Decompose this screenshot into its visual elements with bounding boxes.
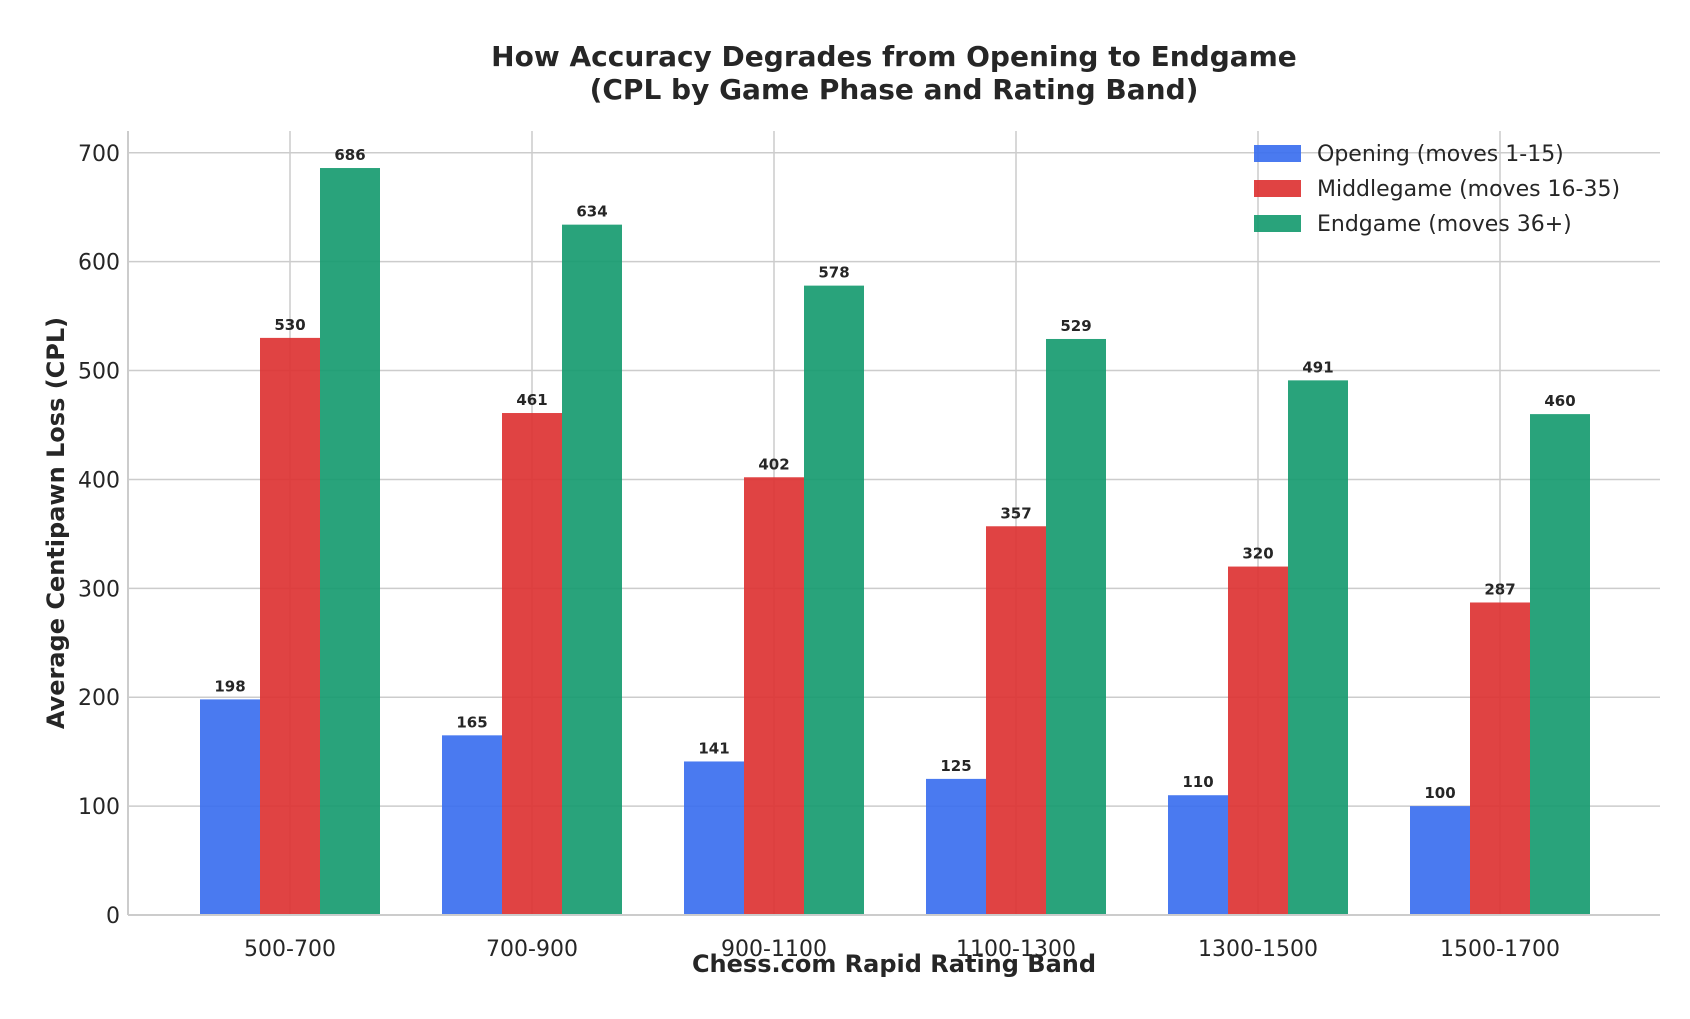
- bar: [1046, 338, 1106, 915]
- bar: [926, 778, 986, 915]
- bar: [1530, 414, 1590, 915]
- y-tick-label: 700: [78, 142, 120, 167]
- bar: [442, 735, 502, 915]
- bar-value-label: 100: [1424, 784, 1455, 802]
- legend-entry: Endgame (moves 36+): [1317, 212, 1572, 237]
- legend-swatch: [1254, 180, 1301, 197]
- bar: [200, 699, 260, 915]
- labels-layer: 0 100 200 300 400 500 600 700 500-700 700-900 900-…: [78, 142, 1576, 962]
- bar-value-label: 141: [698, 739, 729, 757]
- y-tick-label: 500: [78, 360, 120, 385]
- bar-value-label: 529: [1060, 317, 1091, 335]
- bar: [986, 526, 1046, 915]
- y-tick-label: 200: [78, 686, 120, 711]
- y-tick-label: 400: [78, 468, 120, 493]
- bars-layer: [200, 168, 1590, 916]
- chart-subtitle: (CPL by Game Phase and Rating Band): [590, 73, 1199, 106]
- bar: [804, 285, 864, 916]
- bar-value-label: 320: [1242, 545, 1273, 563]
- bar: [502, 413, 562, 915]
- chart-title: How Accuracy Degrades from Opening to En…: [491, 40, 1297, 73]
- x-tick-label: 1100-1300: [956, 937, 1076, 962]
- bar-value-label: 530: [274, 316, 305, 334]
- y-tick-label: 300: [78, 577, 120, 602]
- x-axis-label: Chess.com Rapid Rating Band: [692, 950, 1096, 978]
- bar: [562, 224, 622, 916]
- bar-value-label: 110: [1182, 773, 1213, 791]
- y-tick-label: 100: [78, 795, 120, 820]
- bar-value-label: 402: [758, 455, 789, 473]
- legend: Opening (moves 1-15) Middlegame (moves 16…: [1254, 142, 1620, 237]
- y-tick-label: 600: [78, 251, 120, 276]
- bar: [1410, 806, 1470, 915]
- x-tick-label: 900-1100: [721, 937, 827, 962]
- bar: [320, 168, 380, 915]
- y-tick-label: 0: [106, 904, 120, 929]
- bar-value-label: 460: [1544, 392, 1575, 410]
- bar-value-label: 578: [818, 264, 849, 282]
- bar: [260, 337, 320, 915]
- axes-layer: [127, 131, 1660, 916]
- y-axis-label: Average Centipawn Loss (CPL): [42, 317, 70, 729]
- bar-value-label: 198: [214, 677, 245, 695]
- legend-entry: Opening (moves 1-15): [1317, 142, 1564, 167]
- bar: [684, 761, 744, 915]
- legend-swatch: [1254, 215, 1301, 232]
- bar: [1288, 380, 1348, 915]
- bar: [1228, 566, 1288, 915]
- x-tick-label: 700-900: [486, 937, 578, 962]
- legend-swatch: [1254, 145, 1301, 162]
- bar-value-label: 686: [334, 146, 365, 164]
- bar: [1470, 602, 1530, 915]
- x-tick-label: 1500-1700: [1440, 937, 1560, 962]
- legend-entry: Middlegame (moves 16-35): [1317, 177, 1620, 202]
- bar-value-label: 491: [1302, 358, 1333, 376]
- x-tick-label: 500-700: [244, 937, 336, 962]
- bar-value-label: 287: [1484, 580, 1515, 598]
- x-tick-label: 1300-1500: [1198, 937, 1318, 962]
- bar-value-label: 125: [940, 757, 971, 775]
- bar-value-label: 165: [456, 713, 487, 731]
- bar: [744, 477, 804, 915]
- bar-value-label: 461: [516, 391, 547, 409]
- bar-value-label: 357: [1000, 504, 1031, 522]
- bar: [1168, 795, 1228, 915]
- bar-value-label: 634: [576, 203, 607, 221]
